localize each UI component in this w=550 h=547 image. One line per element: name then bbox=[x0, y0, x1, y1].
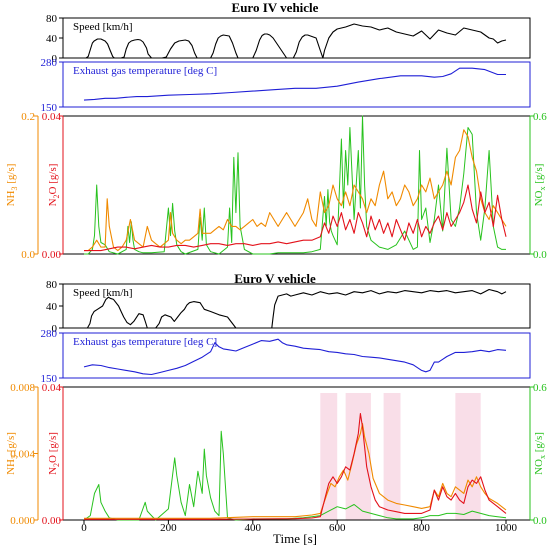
chart0-nox-axis-label-sub: x bbox=[538, 187, 547, 191]
chart1-nh3-ticklabel: 0.004 bbox=[10, 449, 35, 461]
chart0-nox-ticklabel: 0.0 bbox=[533, 249, 547, 261]
chart1-highlight-region-3 bbox=[455, 393, 481, 520]
chart0-n2o-ticklabel: 0.04 bbox=[42, 111, 62, 123]
chart1-nh3-axis-label-sub: 3 bbox=[10, 455, 19, 459]
chart1-title: Euro V vehicle bbox=[234, 271, 316, 286]
chart1-n2o-axis-label-sub: 2 bbox=[52, 463, 61, 467]
chart0-nh3-axis-label-main: NH bbox=[5, 190, 17, 206]
time-ticklabel: 1000 bbox=[495, 522, 518, 534]
chart1-exhaust-ticklabel: 280 bbox=[41, 328, 58, 340]
time-axis-label: Time [s] bbox=[273, 531, 317, 546]
chart0-exhaust-ticklabel: 150 bbox=[41, 102, 58, 114]
chart1-nh3-ticklabel: 0.000 bbox=[10, 515, 35, 527]
chart0-nh3-axis-label-sub: 3 bbox=[10, 187, 19, 191]
chart0-nh3-line bbox=[84, 129, 507, 252]
time-ticklabel: 400 bbox=[245, 522, 262, 534]
chart1-speed-ticklabel: 40 bbox=[46, 301, 58, 313]
chart0-n2o-axis-label: N2O [g/s] bbox=[47, 164, 61, 207]
chart1-nh3-axis-label-main: NH bbox=[5, 459, 17, 475]
chart1-nh3-axis-label: NH3 [g/s] bbox=[5, 432, 19, 475]
time-ticklabel: 0 bbox=[81, 522, 87, 534]
chart1-n2o-axis-label-unit: O [g/s] bbox=[47, 432, 59, 463]
time-ticklabel: 600 bbox=[329, 522, 346, 534]
chart1-speed-ticklabel: 0 bbox=[52, 323, 58, 335]
chart0-nh3-axis-label-unit: [g/s] bbox=[5, 164, 17, 187]
chart0-speed-ticklabel: 0 bbox=[52, 53, 58, 65]
chart1-highlight-region-1 bbox=[345, 393, 371, 520]
chart0-nh3-ticklabel: 0.0 bbox=[21, 249, 35, 261]
chart1-n2o-ticklabel: 0.04 bbox=[42, 382, 62, 394]
chart0-exhaust-label: Exhaust gas temperature [deg C] bbox=[73, 65, 217, 77]
chart0-nh3-axis-label: NH3 [g/s] bbox=[5, 164, 19, 207]
chart0-speed-line-0 bbox=[84, 23, 507, 59]
chart0-n2o-axis-label-unit: O [g/s] bbox=[47, 164, 59, 195]
chart0-n2o-line bbox=[84, 184, 507, 252]
chart0-n2o-axis-label-sub: 2 bbox=[52, 194, 61, 198]
chart0-n2o-axis-label-main: N bbox=[47, 198, 59, 206]
chart1-n2o-axis-label-main: N bbox=[47, 467, 59, 475]
chart1-nox-axis-label-sub: x bbox=[538, 455, 547, 459]
chart1-speed-label: Speed [km/h] bbox=[73, 287, 133, 299]
time-ticklabel: 200 bbox=[160, 522, 177, 534]
chart1-n2o-line bbox=[84, 413, 507, 520]
chart0-speed-ticklabel: 40 bbox=[46, 33, 58, 45]
chart1-exhaust-frame bbox=[62, 332, 531, 379]
chart0-nox-axis-label-main: NO bbox=[533, 190, 545, 206]
chart0-exhaust-line-0 bbox=[83, 67, 506, 101]
chart0-n2o-ticklabel: 0.00 bbox=[42, 249, 62, 261]
chart0-nh3-ticklabel: 0.2 bbox=[21, 111, 35, 123]
chart1-exhaust-line-0 bbox=[83, 338, 507, 376]
chart1-speed-ticklabel: 80 bbox=[46, 279, 58, 291]
chart1-highlight-region-0 bbox=[320, 393, 338, 520]
chart1-nox-ticklabel: 0.0 bbox=[533, 515, 547, 527]
chart1-nh3-axis-label-unit: [g/s] bbox=[5, 432, 17, 455]
chart0-exhaust-ticklabel: 280 bbox=[41, 57, 58, 69]
chart0-nox-axis-label: NOx [g/s] bbox=[533, 164, 547, 207]
chart0-title: Euro IV vehicle bbox=[232, 0, 319, 15]
chart1-exhaust-ticklabel: 150 bbox=[41, 373, 58, 385]
chart1-nox-line bbox=[83, 430, 507, 521]
chart0-nox-axis-label-unit: [g/s] bbox=[533, 164, 545, 187]
chart0-speed-ticklabel: 80 bbox=[46, 13, 58, 25]
chart1-nox-axis-label-unit: [g/s] bbox=[533, 432, 545, 455]
chart0-speed-label: Speed [km/h] bbox=[73, 21, 133, 33]
chart0-nox-ticklabel: 0.6 bbox=[533, 111, 547, 123]
chart1-nox-ticklabel: 0.6 bbox=[533, 382, 547, 394]
chart1-nh3-ticklabel: 0.008 bbox=[10, 382, 35, 394]
chart1-speed-line-0 bbox=[84, 288, 507, 329]
chart1-n2o-ticklabel: 0.00 bbox=[42, 515, 62, 527]
chart1-nox-axis-label: NOx [g/s] bbox=[533, 432, 547, 475]
chart0-nox-line bbox=[84, 115, 506, 255]
chart1-nox-axis-label-main: NO bbox=[533, 459, 545, 475]
chart0-exhaust-frame bbox=[62, 61, 531, 108]
time-ticklabel: 800 bbox=[413, 522, 430, 534]
chart1-n2o-axis-label: N2O [g/s] bbox=[47, 432, 61, 475]
chart1-exhaust-label: Exhaust gas temperature [deg C] bbox=[73, 336, 217, 348]
chart1-highlight-region-2 bbox=[383, 393, 401, 520]
chart1-nh3-line bbox=[84, 423, 507, 519]
